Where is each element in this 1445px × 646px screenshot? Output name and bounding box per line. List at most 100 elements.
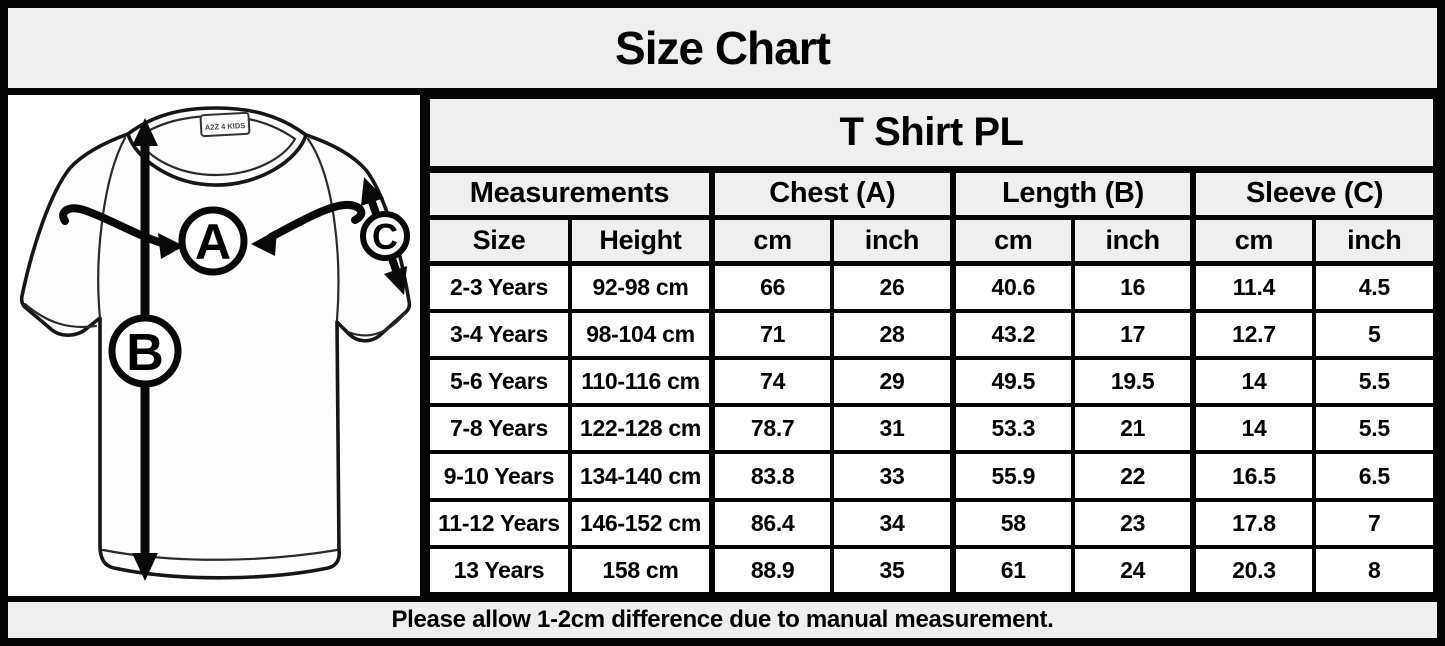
measure-b-label: B — [126, 324, 164, 382]
measurement-disclaimer: Please allow 1-2cm difference due to man… — [391, 606, 1054, 633]
sub-header-row: Size Height cm inch cm inch cm inch — [426, 215, 1438, 266]
sub-header: cm — [949, 215, 1075, 266]
tshirt-outline — [19, 106, 412, 580]
table-cell: 11-12 Years — [426, 497, 572, 549]
table-row: 11-12 Years 146-152 cm 86.4 34 58 23 17.8 7 — [426, 497, 1438, 549]
table-cell: 88.9 — [708, 544, 835, 597]
size-table-panel: T Shirt PL Measurements Chest (A) Length (… — [420, 95, 1438, 597]
group-header-row: Measurements Chest (A) Length (B) Sleeve (C… — [426, 167, 1437, 220]
size-table: T Shirt PL Measurements Chest (A) Length (… — [426, 95, 1438, 597]
table-cell: 21 — [1070, 403, 1196, 455]
sub-header: inch — [830, 215, 955, 266]
chest-arrowheads — [158, 230, 277, 259]
size-table-body: 2-3 Years 92-98 cm 66 26 40.6 16 11.4 4.5 3-4 Ye… — [426, 261, 1438, 597]
table-cell: 9-10 Years — [426, 450, 572, 502]
table-cell: 14 — [1190, 403, 1316, 455]
table-cell: 28 — [830, 308, 955, 361]
table-cell: 74 — [708, 356, 835, 408]
table-cell: 8 — [1311, 544, 1438, 597]
table-caption: T Shirt PL — [426, 95, 1437, 173]
table-cell: 35 — [830, 544, 955, 597]
sub-header: Size — [426, 215, 572, 266]
tshirt-illustration-panel: A2Z 4 KIDS — [8, 95, 420, 596]
tshirt-measurement-diagram: A2Z 4 KIDS — [19, 106, 412, 581]
table-cell: 40.6 — [949, 261, 1075, 313]
table-cell: 86.4 — [708, 497, 835, 549]
table-cell: 34 — [830, 497, 955, 549]
table-cell: 14 — [1190, 356, 1316, 408]
table-cell: 12.7 — [1190, 308, 1316, 361]
table-cell: 5-6 Years — [426, 356, 572, 408]
table-cell: 16.5 — [1190, 450, 1316, 502]
sub-header: cm — [1190, 215, 1316, 266]
table-cell: 31 — [830, 403, 955, 455]
sub-header: cm — [708, 215, 835, 266]
table-cell: 53.3 — [949, 403, 1075, 455]
group-header: Chest (A) — [708, 167, 955, 220]
table-row: 7-8 Years 122-128 cm 78.7 31 53.3 21 14 5.5 — [426, 403, 1438, 455]
table-cell: 43.2 — [949, 308, 1075, 361]
table-cell: 66 — [708, 261, 835, 313]
table-cell: 26 — [830, 261, 955, 313]
table-cell: 134-140 cm — [567, 450, 714, 502]
table-cell: 158 cm — [567, 544, 714, 597]
table-cell: 83.8 — [708, 450, 835, 502]
table-cell: 2-3 Years — [426, 261, 572, 313]
table-cell: 20.3 — [1190, 544, 1316, 597]
table-cell: 3-4 Years — [426, 308, 572, 361]
table-cell: 4.5 — [1311, 261, 1438, 313]
measure-a-badge: A — [178, 206, 248, 276]
table-cell: 19.5 — [1070, 356, 1196, 408]
group-header: Sleeve (C) — [1190, 167, 1437, 220]
group-header: Length (B) — [949, 167, 1196, 220]
table-row: 5-6 Years 110-116 cm 74 29 49.5 19.5 14 5.5 — [426, 356, 1438, 408]
sub-header: inch — [1311, 215, 1438, 266]
measure-a-label: A — [195, 214, 231, 270]
table-row: 13 Years 158 cm 88.9 35 61 24 20.3 8 — [426, 544, 1438, 597]
table-cell: 24 — [1070, 544, 1196, 597]
page-title: Size Chart — [615, 22, 831, 74]
table-cell: 17 — [1070, 308, 1196, 361]
sub-header: Height — [567, 215, 714, 266]
table-cell: 22 — [1070, 450, 1196, 502]
footer-band: Please allow 1-2cm difference due to man… — [8, 596, 1437, 638]
table-cell: 146-152 cm — [567, 497, 714, 549]
table-cell: 55.9 — [949, 450, 1075, 502]
measure-c-badge: C — [360, 211, 410, 261]
table-cell: 17.8 — [1190, 497, 1316, 549]
table-cell: 13 Years — [426, 544, 572, 597]
table-cell: 29 — [830, 356, 955, 408]
table-cell: 7 — [1311, 497, 1438, 549]
content-area: A2Z 4 KIDS — [8, 95, 1438, 597]
table-cell: 5.5 — [1311, 356, 1438, 408]
brand-label: A2Z 4 KIDS — [205, 121, 246, 132]
table-cell: 58 — [949, 497, 1075, 549]
table-cell: 78.7 — [708, 403, 835, 455]
table-cell: 16 — [1070, 261, 1196, 313]
table-cell: 61 — [949, 544, 1075, 597]
table-cell: 6.5 — [1311, 450, 1438, 502]
table-cell: 7-8 Years — [426, 403, 572, 455]
group-header: Measurements — [426, 167, 714, 220]
sub-header: inch — [1070, 215, 1196, 266]
table-cell: 5.5 — [1311, 403, 1438, 455]
brand-label-tag: A2Z 4 KIDS — [199, 111, 251, 138]
table-cell: 110-116 cm — [567, 356, 714, 408]
measure-c-label: C — [372, 216, 398, 257]
table-cell: 11.4 — [1190, 261, 1316, 313]
measure-b-badge: B — [108, 314, 182, 388]
table-cell: 23 — [1070, 497, 1196, 549]
table-cell: 5 — [1311, 308, 1438, 361]
table-cell: 71 — [708, 308, 835, 361]
table-row: 3-4 Years 98-104 cm 71 28 43.2 17 12.7 5 — [426, 308, 1438, 361]
table-row: 2-3 Years 92-98 cm 66 26 40.6 16 11.4 4.5 — [426, 261, 1438, 313]
title-band: Size Chart — [8, 8, 1437, 95]
table-row: 9-10 Years 134-140 cm 83.8 33 55.9 22 16.5 6.5 — [426, 450, 1438, 502]
table-cell: 92-98 cm — [567, 261, 714, 313]
chest-arrow — [59, 200, 366, 247]
table-cell: 122-128 cm — [567, 403, 714, 455]
table-cell: 33 — [830, 450, 955, 502]
table-cell: 49.5 — [949, 356, 1075, 408]
table-cell: 98-104 cm — [567, 308, 714, 361]
table-caption-row: T Shirt PL — [426, 95, 1437, 173]
